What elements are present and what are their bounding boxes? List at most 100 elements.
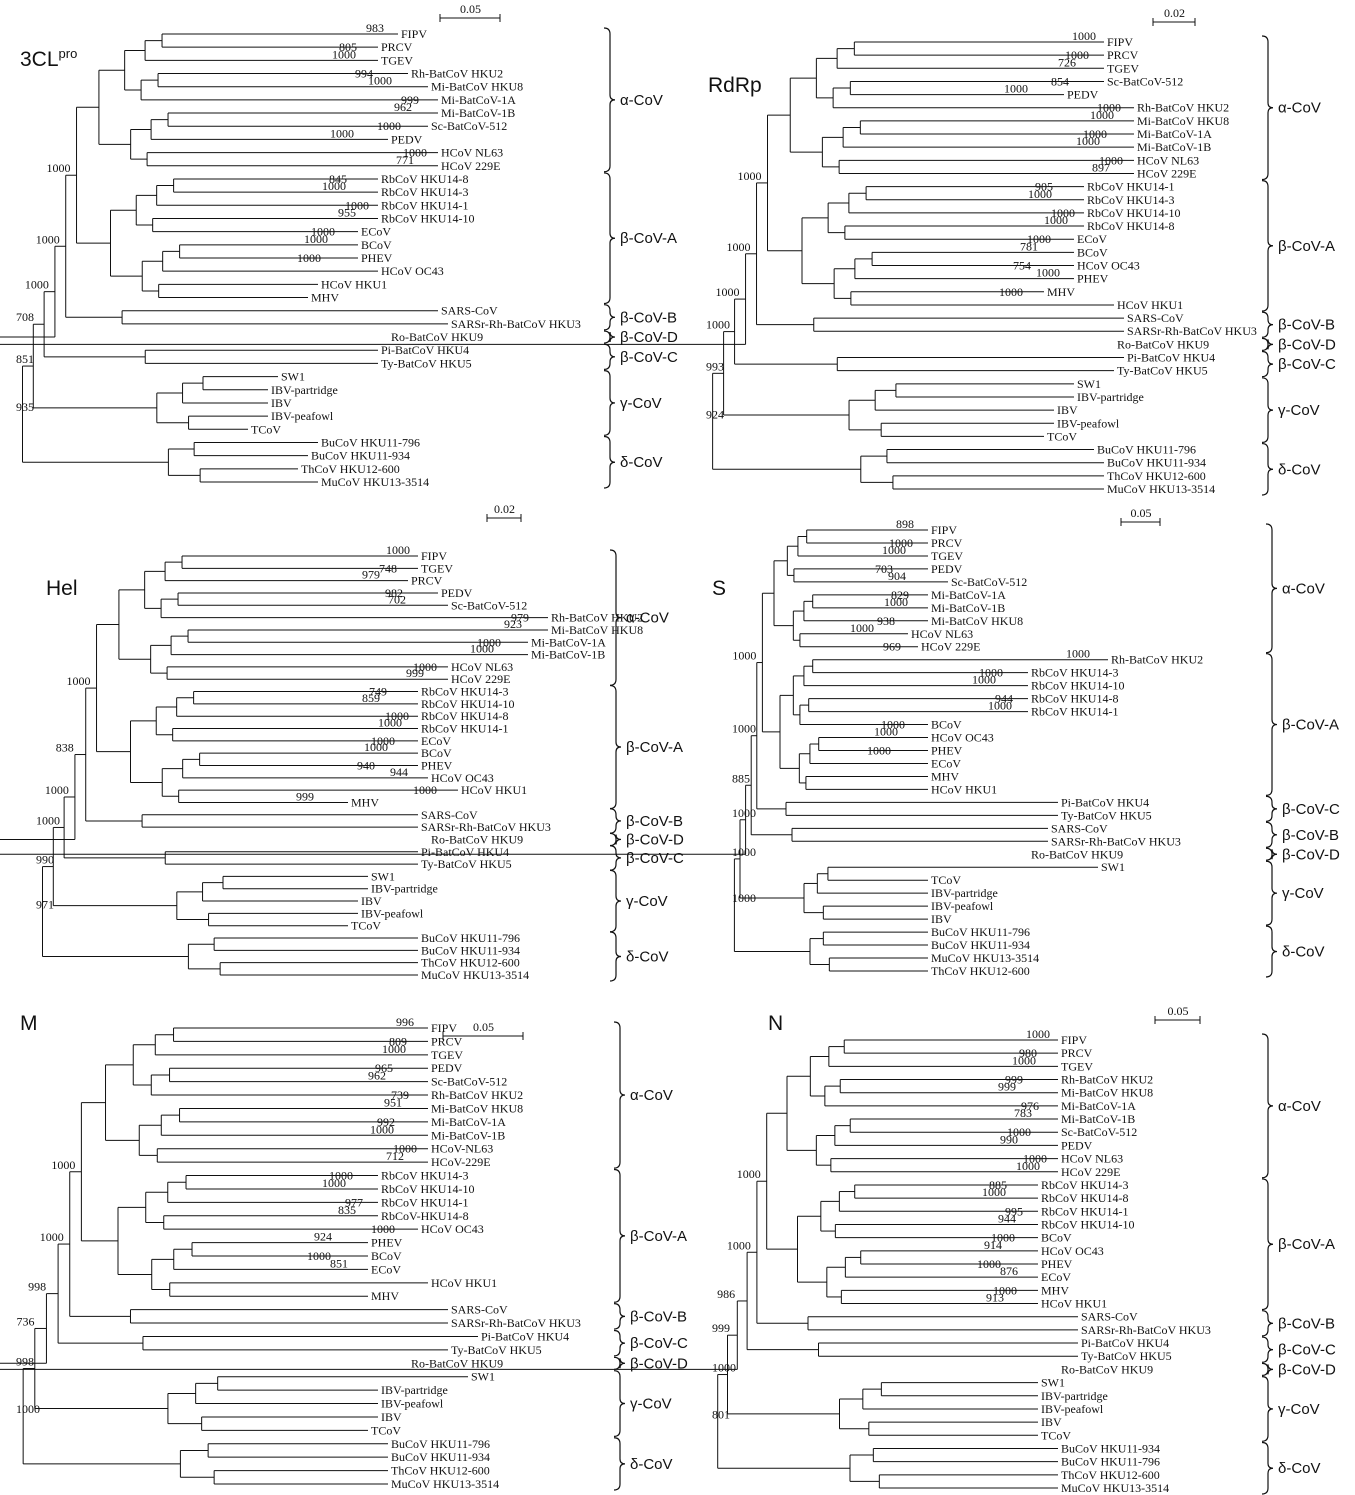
tip-label: Rh-BatCoV HKU2 [1137,101,1229,115]
tip-label: HCoV 229E [451,672,510,686]
clade-label: β-CoV-A [1278,1236,1335,1253]
bootstrap-value: 1000 [330,126,354,140]
bootstrap-value: 904 [888,569,906,583]
tip-label: Mi-BatCoV-1A [1061,1099,1136,1113]
tip-label: BuCoV HKU11-934 [1107,456,1206,470]
tip-label: HCoV OC43 [421,1222,484,1236]
tip-label: SARSr-Rh-BatCoV HKU3 [1051,834,1181,848]
bootstrap-value: 1000 [1076,134,1100,148]
tip-label: Mi-BatCoV HKU8 [551,623,643,637]
clade-label: β-CoV-C [1278,1342,1336,1359]
bootstrap-value: 1000 [45,783,69,797]
tip-label: RbCoV HKU14-3 [421,685,508,699]
clade-label: β-CoV-C [626,850,684,867]
bootstrap-value: 1000 [1090,108,1114,122]
tip-label: HCoV NL63 [451,660,513,674]
tip-label: RbCoV HKU14-1 [421,722,508,736]
tip-label: MHV [311,291,339,305]
bootstrap-value: 1000 [982,1185,1006,1199]
tip-label: TCoV [371,1423,401,1437]
tip-label: BCoV [1077,245,1108,259]
bootstrap-value: 995 [1005,1204,1023,1218]
bootstrap-value: 996 [396,1015,414,1029]
tip-label: PEDV [391,132,423,146]
tip-label: RbCoV HKU14-10 [381,1182,474,1196]
bootstrap-value: 1000 [1027,232,1051,246]
tip-label: BuCoV HKU11-796 [391,1437,490,1451]
clade-label: β-CoV-A [630,1228,687,1245]
tip-label: BuCoV HKU11-796 [421,931,520,945]
tip-label: Mi-BatCoV-1A [1137,127,1212,141]
tip-label: TGEV [421,561,453,575]
tip-label: Rh-BatCoV HKU2 [1061,1073,1153,1087]
tip-label: FIPV [1107,35,1133,49]
tip-label: BCoV [1041,1231,1072,1245]
tip-label: TCoV [351,919,381,933]
scale-bar-label: 0.05 [460,2,481,16]
tip-label: RbCoV HKU14-1 [381,1195,468,1209]
clade-bracket [609,931,622,982]
tip-label: Pi-BatCoV HKU4 [1061,795,1149,809]
bootstrap-value: 898 [896,517,914,531]
scale-bar-label: 0.02 [1164,6,1185,20]
tip-label: HCoV HKU1 [1041,1297,1107,1311]
tip-label: TGEV [1061,1059,1093,1073]
bootstrap-value: 1000 [1097,101,1121,115]
tip-label: PEDV [931,562,963,576]
tip-label: RbCoV HKU14-1 [1031,705,1118,719]
tip-label: BuCoV HKU11-796 [321,435,420,449]
bootstrap-value: 749 [369,685,387,699]
tip-label: SARSr-Rh-BatCoV HKU3 [1127,324,1257,338]
bootstrap-value: 914 [984,1238,1002,1252]
tip-label: BuCoV HKU11-796 [931,925,1030,939]
clade-bracket [1261,1336,1274,1363]
clade-label: β-CoV-B [1278,1315,1335,1332]
bootstrap-value: 1000 [47,161,71,175]
bootstrap-value: 980 [1019,1046,1037,1060]
tip-label: PRCV [381,40,413,54]
bootstrap-value: 1000 [307,1249,331,1263]
bootstrap-value: 976 [1021,1099,1039,1113]
bootstrap-value: 999 [1005,1073,1023,1087]
tip-label: PHEV [931,744,963,758]
bootstrap-value: 809 [389,1034,407,1048]
bootstrap-value: 977 [345,1195,363,1209]
tip-label: RbCoV HKU14-3 [1087,193,1174,207]
bootstrap-value: 1000 [36,232,60,246]
bootstrap-value: 1000 [371,734,395,748]
clade-label: β-CoV-B [1282,827,1339,844]
bootstrap-value: 851 [16,352,34,366]
tip-label: IBV [361,894,382,908]
bootstrap-value: 1000 [370,1122,394,1136]
clade-bracket [603,435,616,489]
bootstrap-value: 1000 [40,1230,64,1244]
tip-label: Sc-BatCoV-512 [451,598,527,612]
clade-label: β-CoV-A [1278,238,1335,255]
panel-title: 3CLpro [20,46,77,71]
bootstrap-value: 983 [366,21,384,35]
tip-label: SARSr-Rh-BatCoV HKU3 [421,820,551,834]
bootstrap-value: 859 [362,691,380,705]
bootstrap-value: 955 [338,205,356,219]
clade-bracket [1265,653,1278,797]
tip-label: BuCoV HKU11-934 [421,943,520,957]
clade-label: γ-CoV [626,893,668,910]
bootstrap-value: 935 [16,400,34,414]
bootstrap-value: 1000 [322,1176,346,1190]
bootstrap-value: 781 [1020,239,1038,253]
tip-label: Ty-BatCoV HKU5 [1081,1349,1172,1363]
tip-label: RbCoV HKU14-8 [1087,219,1174,233]
bootstrap-value: 726 [1058,55,1076,69]
tip-label: ThCoV HKU12-600 [1107,469,1206,483]
tip-label: Mi-BatCoV HKU8 [931,614,1023,628]
tip-label: IBV-peafowl [931,899,994,913]
bootstrap-value: 1000 [477,635,501,649]
tip-label: ThCoV HKU12-600 [421,956,520,970]
tip-label: Pi-BatCoV HKU4 [381,343,469,357]
clade-label: α-CoV [1278,100,1321,117]
tip-label: HCoV 229E [1061,1165,1120,1179]
tip-label: PEDV [441,586,473,600]
bootstrap-value: 1000 [706,318,730,332]
tip-label: FIPV [1061,1033,1087,1047]
